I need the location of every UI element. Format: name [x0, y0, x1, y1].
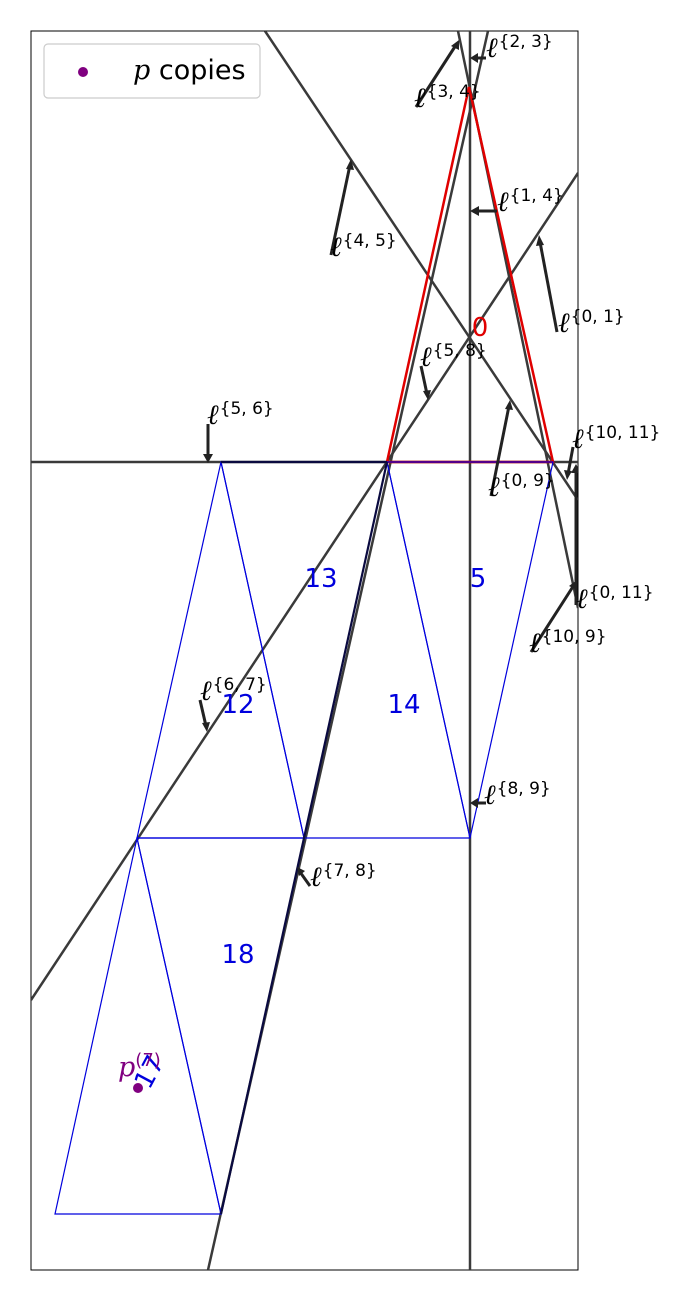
triangle-label-12: 12	[221, 690, 254, 720]
line-label-7-8: ℓ{7, 8}	[310, 860, 377, 893]
plot-frame	[30, 30, 579, 1271]
legend-label: p copies	[133, 55, 246, 86]
line-label-10-11: ℓ{10, 11}	[572, 422, 660, 455]
line-labels: ℓ{2, 3} ℓ{3, 4} ℓ{1, 4} ℓ{4, 5} ℓ{0, 1} …	[200, 31, 660, 893]
line-label-6-7: ℓ{6, 7}	[200, 674, 267, 707]
line-label-1-4: ℓ{1, 4}	[497, 185, 564, 218]
triangle-label-5: 5	[470, 564, 487, 594]
line-label-0-9: ℓ{0, 9}	[488, 470, 555, 503]
line-diagonal-up	[31, 172, 578, 1001]
legend: p copies	[43, 43, 261, 99]
line-label-2-3: ℓ{2, 3}	[486, 31, 553, 64]
line-label-10-9: ℓ{10, 9}	[529, 626, 607, 659]
point-p7-marker	[133, 1083, 143, 1093]
legend-marker	[78, 67, 88, 77]
line-label-0-1: ℓ{0, 1}	[558, 306, 625, 339]
line-label-3-4: ℓ{3, 4}	[414, 81, 481, 114]
legend-box	[43, 43, 261, 99]
line-label-5-8: ℓ{5, 8}	[420, 340, 487, 373]
line-label-8-9: ℓ{8, 9}	[484, 778, 551, 811]
point-p7-label: p(7)	[118, 1050, 161, 1083]
line-diagonal-down	[263, 31, 578, 501]
line-label-4-5: ℓ{4, 5}	[330, 230, 397, 263]
triangle-label-14: 14	[387, 690, 420, 720]
triangle-label-13: 13	[304, 564, 337, 594]
triangle-label-0: 0	[472, 313, 489, 343]
line-label-0-11: ℓ{0, 11}	[576, 582, 654, 615]
normal-arrows	[198, 40, 578, 887]
triangle-17	[54, 837, 222, 1215]
triangle-label-18: 18	[221, 940, 254, 970]
line-label-5-6: ℓ{5, 6}	[207, 398, 274, 431]
dark-edge-diagonal	[219, 461, 389, 1215]
